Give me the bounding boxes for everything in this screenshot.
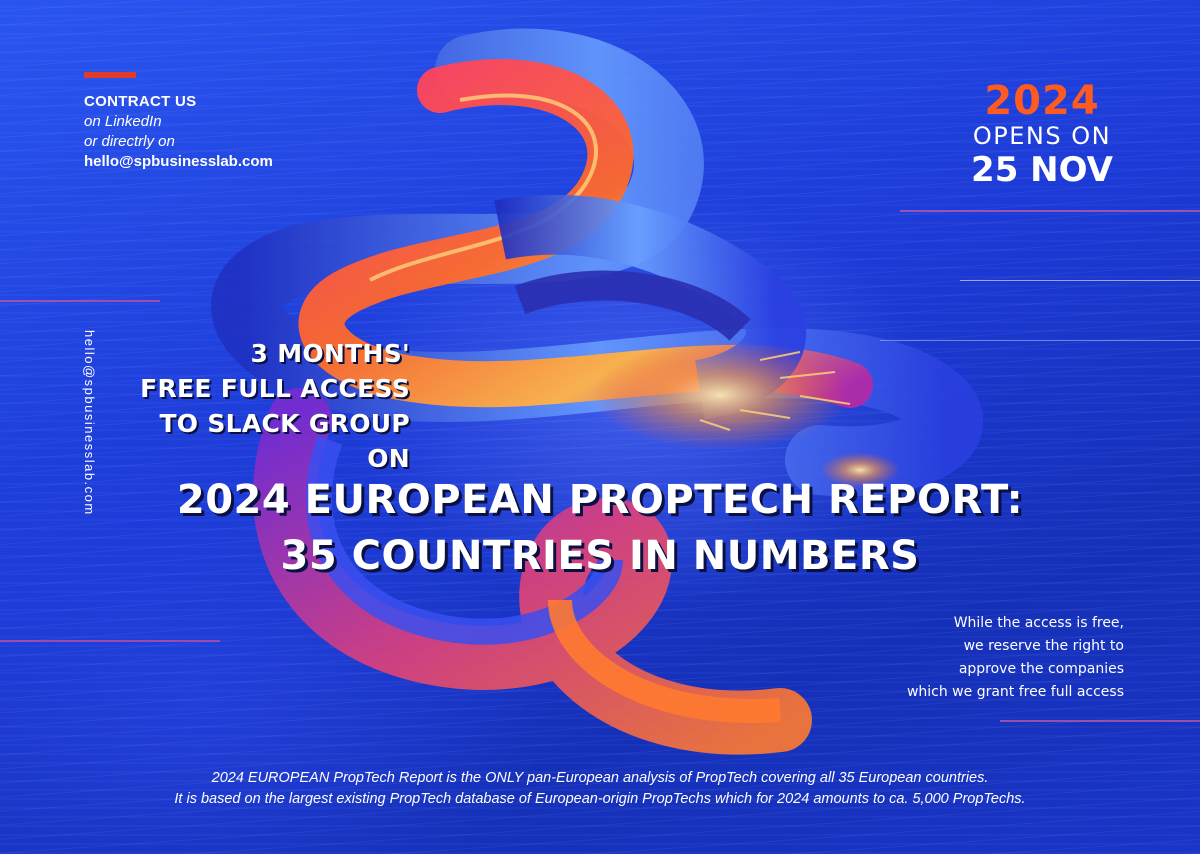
offer-line: FREE FULL ACCESS bbox=[140, 374, 410, 403]
access-note: While the access is free, we reserve the… bbox=[824, 612, 1124, 704]
note-line: we reserve the right to bbox=[963, 638, 1124, 654]
offer-line: 3 MONTHS' bbox=[250, 339, 410, 368]
launch-date: 25 NOV bbox=[971, 150, 1113, 190]
accent-bar bbox=[84, 72, 136, 78]
headline-line-1: 2024 EUROPEAN PROPTECH REPORT: bbox=[176, 477, 1024, 523]
note-line: While the access is free, bbox=[953, 615, 1124, 631]
note-line: approve the companies bbox=[958, 661, 1124, 677]
launch-block: 2024 OPENS ON 25 NOV bbox=[962, 80, 1122, 190]
note-line: which we grant free full access bbox=[906, 684, 1124, 700]
offer-block: 3 MONTHS' FREE FULL ACCESS TO SLACK GROU… bbox=[140, 336, 410, 476]
contact-title: CONTRACT US bbox=[84, 93, 197, 110]
side-email[interactable]: hello@spbusinesslab.com bbox=[82, 330, 97, 516]
contact-direct-line: or directrly on bbox=[84, 133, 175, 150]
launch-year: 2024 bbox=[984, 78, 1100, 124]
contact-linkedin-line: on LinkedIn bbox=[84, 113, 162, 130]
headline-line-2: 35 COUNTRIES IN NUMBERS bbox=[280, 533, 920, 579]
contact-email[interactable]: hello@spbusinesslab.com bbox=[84, 153, 273, 170]
footer-description: 2024 EUROPEAN PropTech Report is the ONL… bbox=[0, 768, 1200, 810]
footer-line: 2024 EUROPEAN PropTech Report is the ONL… bbox=[211, 770, 989, 786]
contact-block: CONTRACT US on LinkedIn or directrly on … bbox=[84, 92, 273, 172]
offer-line: TO SLACK GROUP ON bbox=[159, 409, 410, 473]
footer-line: It is based on the largest existing Prop… bbox=[174, 791, 1026, 807]
launch-opens-label: OPENS ON bbox=[972, 122, 1112, 150]
